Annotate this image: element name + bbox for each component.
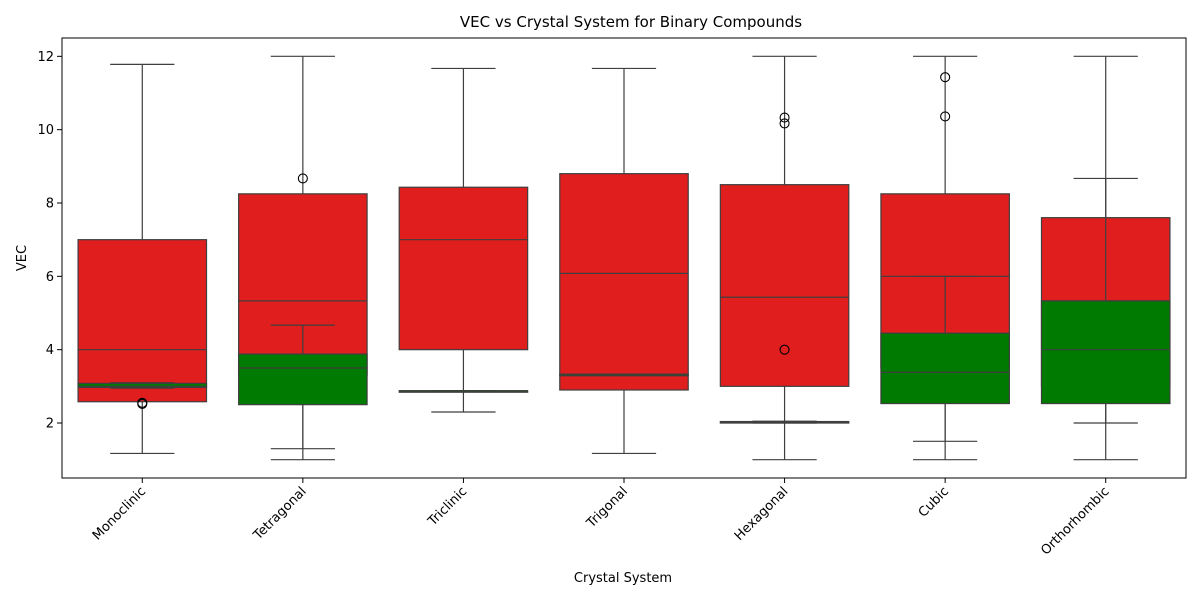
outlier-point: [940, 72, 951, 83]
y-axis-label: VEC: [15, 245, 30, 271]
plot-area: [77, 55, 1171, 461]
iqr-box: [719, 184, 850, 387]
iqr-box: [238, 353, 368, 406]
iqr-box: [1040, 300, 1171, 405]
x-axis-label: Crystal System: [574, 571, 672, 586]
y-axis: 2 4 6 8 10 12: [37, 50, 62, 432]
box-orthorhombic: [1040, 177, 1171, 424]
x-axis: Monoclinic Tetragonal Triclinic Trigonal Hex…: [90, 478, 1113, 558]
x-tick-label: Monoclinic: [90, 484, 149, 543]
box-tetragonal: [238, 324, 368, 450]
x-tick-label: Orthorhombic: [1038, 484, 1112, 558]
x-tick-label: Triclinic: [425, 484, 471, 530]
box-trigonal: [559, 373, 689, 377]
box-monoclinic: [77, 63, 208, 455]
box-hexagonal: [719, 420, 850, 424]
x-tick-label: Cubic: [916, 484, 952, 520]
chart-title: VEC vs Crystal System for Binary Compoun…: [460, 13, 802, 31]
y-tick-label: 2: [46, 417, 54, 432]
y-tick-label: 12: [37, 50, 54, 65]
y-tick-label: 8: [46, 197, 54, 212]
iqr-box: [77, 239, 208, 403]
series-1: [77, 177, 1171, 450]
outlier-point: [779, 118, 790, 129]
outlier-point: [297, 173, 308, 184]
outlier-point: [940, 111, 951, 122]
y-tick-label: 4: [46, 343, 54, 358]
iqr-box: [880, 332, 1010, 405]
iqr-box: [398, 186, 529, 351]
iqr-box: [559, 173, 689, 391]
x-tick-label: Tetragonal: [250, 484, 310, 544]
y-tick-label: 6: [46, 270, 54, 285]
box-cubic: [880, 275, 1010, 442]
outlier-point: [779, 112, 790, 123]
outlier-point: [137, 398, 148, 409]
x-tick-label: Trigonal: [583, 484, 630, 531]
box-monoclinic: [77, 382, 208, 409]
iqr-box: [77, 382, 208, 389]
box-triclinic: [398, 390, 529, 393]
x-tick-label: Hexagonal: [732, 484, 792, 544]
box-triclinic: [398, 67, 529, 413]
box-hexagonal: [719, 55, 850, 461]
y-tick-label: 10: [37, 123, 54, 138]
outlier-point: [779, 344, 790, 355]
box-trigonal: [559, 67, 689, 455]
